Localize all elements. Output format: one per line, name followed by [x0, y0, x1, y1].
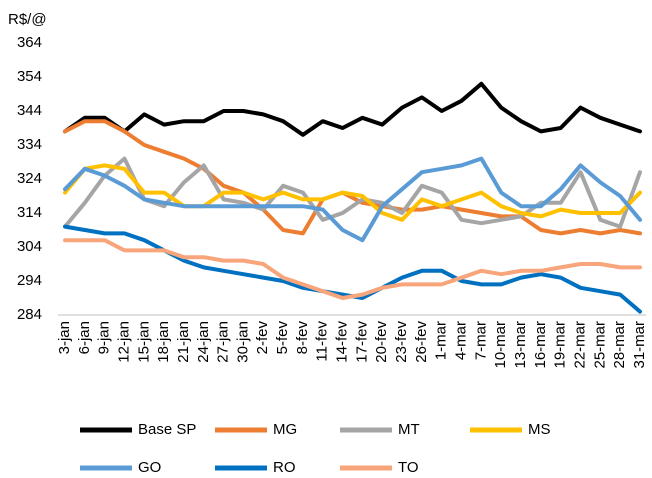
series-line [63, 119, 642, 236]
y-tick-label: 334 [17, 136, 42, 153]
series-line [63, 81, 642, 137]
x-tick-label: 9-jan [96, 321, 113, 354]
x-tick-label: 10-mar [492, 321, 509, 369]
x-tick-label: 24-jan [195, 321, 212, 363]
x-tick-label: 6-jan [76, 321, 93, 354]
legend-label: Base SP [138, 421, 196, 438]
series-line [63, 163, 642, 222]
legend-label: RO [273, 459, 296, 476]
x-tick-label: 1-mar [433, 321, 450, 360]
legend-label: MT [398, 421, 420, 438]
x-tick-label: 15-jan [135, 321, 152, 363]
x-tick-label: 22-mar [571, 321, 588, 369]
x-tick-label: 11-fev [314, 321, 331, 362]
x-tick-label: 26-fev [413, 321, 430, 363]
legend-label: GO [138, 459, 161, 476]
x-tick-label: 30-jan [234, 321, 251, 363]
x-tick-label: 5-fev [274, 321, 291, 355]
series-line [63, 238, 642, 300]
x-tick-label: 31-mar [631, 321, 648, 369]
y-tick-label: 354 [17, 68, 42, 85]
x-tick-label: 18-jan [155, 321, 172, 363]
x-tick-label: 2-fev [254, 321, 271, 355]
legend-label: TO [398, 459, 419, 476]
y-axis-label: R$/@ [8, 11, 47, 28]
x-tick-label: 23-fev [393, 321, 410, 363]
series-line [63, 156, 642, 243]
y-tick-label: 314 [17, 204, 42, 221]
legend-label: MS [528, 421, 551, 438]
x-tick-label: 12-jan [115, 321, 132, 363]
x-tick-label: 7-mar [472, 321, 489, 360]
x-tick-label: 13-mar [512, 321, 529, 369]
y-tick-label: 304 [17, 238, 42, 255]
x-tick-label: 8-fev [294, 321, 311, 355]
x-tick-label: 27-jan [215, 321, 232, 363]
legend-label: MG [273, 421, 297, 438]
y-tick-label: 324 [17, 170, 42, 187]
y-tick-label: 344 [17, 102, 42, 119]
x-tick-label: 25-mar [591, 321, 608, 369]
x-tick-label: 19-mar [552, 321, 569, 369]
y-tick-label: 364 [17, 34, 42, 51]
x-tick-label: 17-fev [353, 321, 370, 363]
x-tick-label: 20-fev [373, 321, 390, 363]
x-tick-label: 3-jan [56, 321, 73, 354]
y-tick-label: 284 [17, 306, 42, 323]
x-tick-label: 16-mar [532, 321, 549, 369]
x-tick-label: 21-jan [175, 321, 192, 363]
y-tick-label: 294 [17, 272, 42, 289]
x-tick-label: 4-mar [453, 321, 470, 360]
x-tick-label: 28-mar [611, 321, 628, 369]
x-tick-label: 14-fev [334, 321, 351, 363]
